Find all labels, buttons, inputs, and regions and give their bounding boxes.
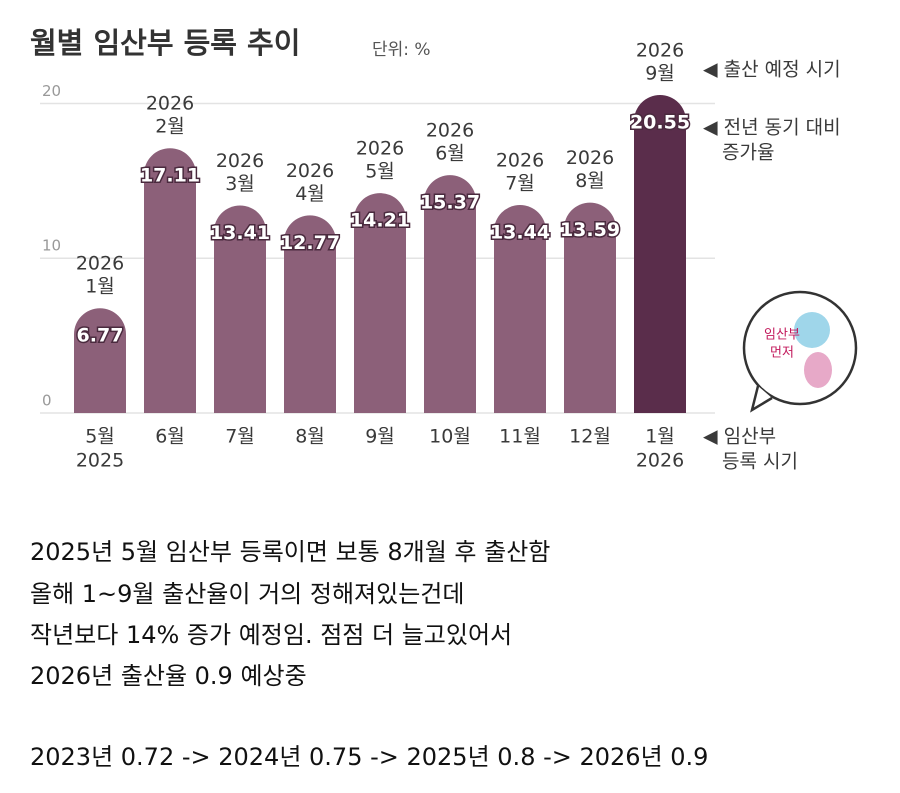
bar (354, 193, 406, 413)
value-label: 13.59 (560, 219, 620, 241)
due-label: 9월 (645, 62, 675, 84)
logo (742, 290, 858, 413)
post-line: 2026년 출산율 0.9 예상중 (30, 662, 307, 690)
x-tick-label: 1월 (645, 426, 675, 448)
x-tick-label: 10월 (429, 426, 471, 448)
x-tick-label: 9월 (365, 426, 395, 448)
x-tick-label: 12월 (569, 426, 611, 448)
x-tick-label: 8월 (295, 426, 325, 448)
bar (494, 205, 546, 413)
due-label: 2026 (146, 93, 194, 115)
chart-title: 월별 임산부 등록 추이 (30, 26, 300, 60)
value-label: 20.55 (630, 111, 690, 133)
due-label: 2026 (496, 150, 544, 172)
x-tick-year: 2026 (636, 450, 684, 472)
x-tick-label: 6월 (155, 426, 185, 448)
bar (74, 308, 126, 413)
due-label: 4월 (295, 183, 325, 205)
due-label: 6월 (435, 143, 465, 165)
due-label: 8월 (575, 170, 605, 192)
logo-tail (750, 385, 773, 413)
value-label: 15.37 (420, 192, 480, 214)
logo-bubble (742, 290, 858, 406)
y-tick-label: 20 (42, 82, 61, 100)
logo-figure (804, 352, 832, 388)
logo-figure (794, 312, 830, 348)
x-tick-label: 7월 (225, 426, 255, 448)
bar (564, 202, 616, 413)
post-trend: 2023년 0.72 -> 2024년 0.75 -> 2025년 0.8 ->… (30, 743, 708, 771)
y-tick-label: 0 (42, 392, 52, 410)
x-tick-year: 2025 (76, 450, 124, 472)
post-line: 올해 1~9월 출산율이 거의 정해져있는건데 (30, 580, 464, 608)
due-label: 2월 (155, 116, 185, 138)
bar (214, 205, 266, 413)
post-line: 작년보다 14% 증가 예정임. 점점 더 늘고있어서 (30, 621, 512, 649)
post-line: 2025년 5월 임산부 등록이면 보통 8개월 후 출산함 (30, 538, 550, 566)
value-label: 13.41 (210, 222, 270, 244)
annotation: 등록 시기 (722, 451, 798, 473)
logo-text: 먼저 (770, 346, 794, 361)
due-label: 2026 (636, 39, 684, 61)
due-label: 2026 (286, 160, 334, 182)
due-label: 2026 (216, 150, 264, 172)
bar (284, 215, 336, 413)
chart-subtitle: 단위: % (372, 40, 431, 60)
due-label: 2026 (356, 138, 404, 160)
value-label: 17.11 (140, 165, 200, 187)
x-tick-label: 11월 (499, 426, 541, 448)
annotation: ◀ 임산부 (703, 426, 776, 448)
annotation: 증가율 (722, 142, 774, 164)
due-label: 1월 (85, 276, 115, 298)
annotation: ◀ 전년 동기 대비 (703, 117, 841, 139)
due-label: 2026 (76, 253, 124, 275)
y-tick-label: 10 (42, 237, 61, 255)
value-label: 13.44 (490, 222, 550, 244)
due-label: 3월 (225, 173, 255, 195)
bar (634, 94, 686, 413)
x-tick-label: 5월 (85, 426, 115, 448)
value-label: 12.77 (280, 232, 340, 254)
bar (144, 148, 196, 413)
due-label: 7월 (505, 173, 535, 195)
annotation: ◀ 출산 예정 시기 (703, 59, 841, 81)
logo-text: 임산부 (764, 328, 800, 343)
bar (424, 175, 476, 413)
due-label: 5월 (365, 161, 395, 183)
value-label: 6.77 (77, 325, 124, 347)
value-label: 14.21 (350, 210, 410, 232)
due-label: 2026 (426, 120, 474, 142)
due-label: 2026 (566, 147, 614, 169)
